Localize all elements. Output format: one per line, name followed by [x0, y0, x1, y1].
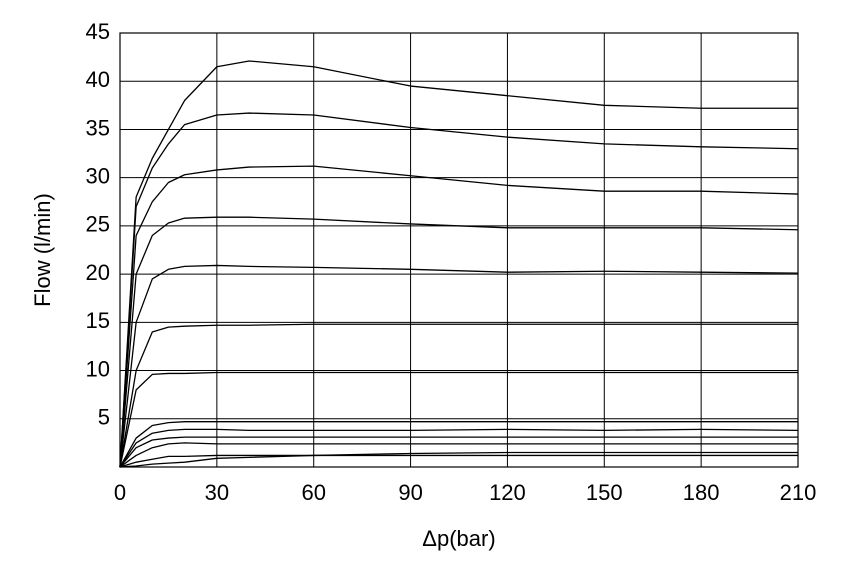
y-axis-label: Flow (l/min)	[30, 193, 55, 307]
y-tick-label: 5	[98, 405, 110, 430]
line-curve	[119, 421, 798, 468]
line-curve	[119, 442, 798, 468]
line-curve	[119, 436, 798, 468]
x-axis-label: Δp(bar)	[422, 526, 495, 551]
x-tick-label: 30	[205, 480, 229, 505]
y-tick-label: 40	[86, 67, 110, 92]
line-curve	[119, 428, 799, 468]
y-tick-label: 20	[86, 260, 110, 285]
y-tick-label: 35	[86, 115, 110, 140]
y-tick-label: 15	[86, 308, 110, 333]
line-curve	[119, 112, 799, 468]
y-tick-label: 30	[86, 163, 110, 188]
line-curve	[119, 371, 798, 468]
y-tick-label: 45	[86, 19, 110, 44]
y-tick-label: 25	[86, 212, 110, 237]
x-tick-label: 90	[398, 480, 422, 505]
y-tick-label: 10	[86, 356, 110, 381]
x-tick-label: 150	[586, 480, 623, 505]
line-curve	[119, 165, 799, 468]
x-tick-label: 180	[683, 480, 720, 505]
line-curve	[119, 323, 798, 468]
line-curve	[119, 216, 799, 468]
x-tick-label: 120	[489, 480, 526, 505]
line-curve	[119, 264, 799, 468]
line-curve	[119, 451, 798, 468]
line-curve	[119, 454, 798, 468]
x-tick-label: 210	[780, 480, 817, 505]
x-tick-label: 0	[114, 480, 126, 505]
line-curve	[119, 60, 798, 468]
x-tick-label: 60	[301, 480, 325, 505]
plot-frame	[119, 32, 799, 468]
